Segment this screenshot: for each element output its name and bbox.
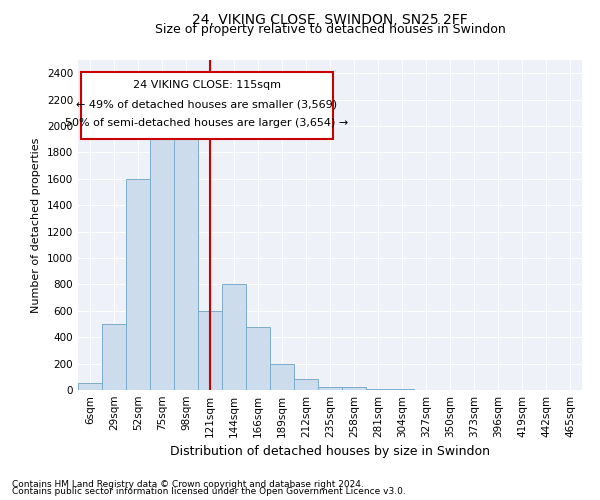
- X-axis label: Distribution of detached houses by size in Swindon: Distribution of detached houses by size …: [170, 446, 490, 458]
- Bar: [198, 311, 222, 390]
- Text: Contains public sector information licensed under the Open Government Licence v3: Contains public sector information licen…: [12, 487, 406, 496]
- Bar: [318, 386, 342, 390]
- Text: ← 49% of detached houses are smaller (3,569): ← 49% of detached houses are smaller (3,…: [76, 99, 337, 109]
- Bar: [78, 384, 102, 390]
- Bar: [222, 284, 246, 390]
- Bar: [174, 132, 198, 390]
- Bar: [366, 388, 390, 390]
- Y-axis label: Number of detached properties: Number of detached properties: [31, 138, 41, 312]
- Text: 24 VIKING CLOSE: 115sqm: 24 VIKING CLOSE: 115sqm: [133, 80, 281, 90]
- Bar: [150, 132, 174, 390]
- Bar: [102, 324, 126, 390]
- Bar: [126, 179, 150, 390]
- Bar: [294, 380, 318, 390]
- Text: Size of property relative to detached houses in Swindon: Size of property relative to detached ho…: [155, 22, 505, 36]
- Bar: [270, 364, 294, 390]
- Text: 50% of semi-detached houses are larger (3,654) →: 50% of semi-detached houses are larger (…: [65, 118, 348, 128]
- Bar: [342, 388, 366, 390]
- Text: 24, VIKING CLOSE, SWINDON, SN25 2FF: 24, VIKING CLOSE, SWINDON, SN25 2FF: [192, 12, 468, 26]
- FancyBboxPatch shape: [80, 72, 332, 139]
- Bar: [246, 326, 270, 390]
- Text: Contains HM Land Registry data © Crown copyright and database right 2024.: Contains HM Land Registry data © Crown c…: [12, 480, 364, 489]
